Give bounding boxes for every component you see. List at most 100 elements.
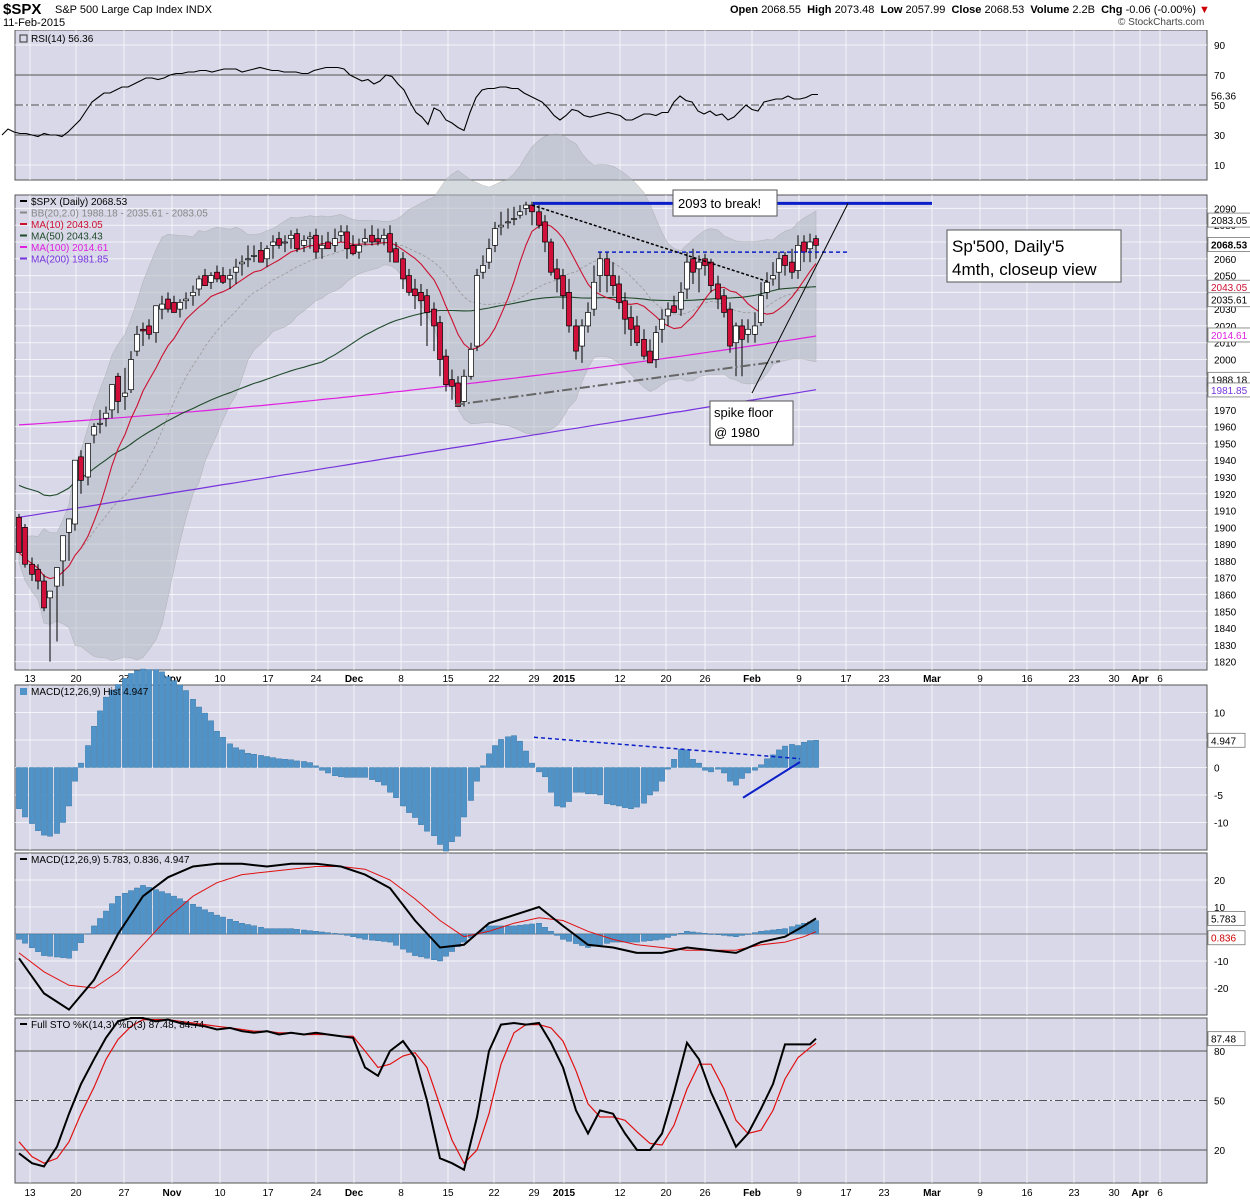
macd-panel-hist-bar (739, 933, 745, 936)
y-tick-label: 10 (1214, 709, 1226, 720)
x-tick-label: 17 (840, 674, 852, 685)
macd-panel-hist-bar (634, 933, 640, 943)
macd-panel-hist-bar (301, 929, 307, 935)
candle-body (202, 275, 208, 286)
macd-hist-bar (153, 669, 159, 768)
candle-body (381, 234, 387, 239)
macd-panel-hist-bar (208, 912, 214, 935)
macd-hist-bar (647, 767, 653, 796)
macd-panel-hist-bar (727, 933, 733, 937)
macd-panel-hist-bar (745, 933, 751, 935)
macd-hist-bar (745, 767, 751, 774)
x-tick-label: 24 (310, 674, 322, 685)
y-tick-label: -10 (1214, 957, 1229, 968)
macd-panel-hist-bar (344, 933, 350, 936)
candle-body (684, 261, 690, 290)
price-right-label: 2035.61 (1211, 296, 1248, 307)
candle-body (313, 234, 319, 253)
macd-hist-bar (22, 767, 28, 818)
x-tick-label: 6 (1157, 674, 1163, 685)
macd-hist-bar (758, 764, 764, 768)
candle-body (356, 245, 362, 253)
macd-hist-bar (733, 767, 739, 786)
x-tick-label: 17 (262, 674, 274, 685)
break-level-text: 2093 to break! (678, 196, 761, 211)
macd-hist-bar (406, 767, 412, 813)
candle-body (183, 298, 189, 302)
candle-body (47, 590, 53, 599)
macd-panel-hist-bar (29, 933, 35, 949)
macd-hist-bar (566, 767, 572, 802)
candle-body (54, 567, 60, 587)
macd-panel-hist-bar (109, 903, 115, 935)
macd-panel-hist-bar (455, 933, 461, 948)
macd-hist-bar (109, 689, 115, 768)
macd-hist-bar (776, 749, 782, 768)
macd-hist-bar (294, 760, 300, 768)
macd-hist-bar (400, 767, 406, 807)
x-tick-label: 2015 (553, 674, 576, 685)
macd-panel-hist-bar (764, 930, 770, 935)
bollinger-band (18, 133, 817, 661)
macd-hist-bar (288, 759, 294, 768)
x-tick-label: 15 (442, 674, 454, 685)
macd-hist-bar (140, 668, 146, 768)
break-level-box (672, 189, 778, 217)
macd-panel-hist-bar (313, 931, 319, 935)
macd-panel-hist-bar (585, 933, 591, 948)
price-right-label: 2068.53 (1211, 240, 1248, 251)
macd-hist-bar (641, 767, 647, 804)
candle-body (233, 266, 239, 273)
bottom-x-tick-label: 9 (796, 1188, 802, 1199)
price-legend-entry: MA(200) 1981.85 (31, 255, 109, 266)
y-tick-label: 90 (1214, 41, 1226, 52)
macd-panel-hist-bar (548, 931, 554, 935)
macd-hist-bar (78, 762, 84, 768)
macd-panel-hist-bar (369, 933, 375, 941)
macd-hist-bar (616, 767, 622, 807)
macd-hist-bar (591, 767, 597, 795)
macd-hist-bar (498, 739, 504, 768)
macd-hist-bar (208, 720, 214, 768)
candle-body (610, 275, 616, 286)
candle-body (258, 250, 264, 263)
macd-panel-hist-bar (393, 933, 399, 946)
macd-hist-legend-swatch (20, 688, 27, 695)
candle-body (153, 305, 159, 333)
macd-hist-bar (560, 767, 566, 808)
candle-body (505, 221, 511, 224)
candle-body (227, 275, 233, 280)
chart-header: $SPX S&P 500 Large Cap Index INDX 11-Feb… (0, 0, 1250, 30)
macd-hist-bar (795, 745, 801, 768)
macd-panel-hist-bar (616, 933, 622, 943)
candle-body (604, 258, 610, 276)
sto-last-value-box (1207, 1031, 1246, 1047)
y-tick-label: 2000 (1214, 355, 1237, 366)
candle-body (579, 325, 585, 347)
candle-body (659, 318, 665, 330)
candle-body (696, 261, 702, 270)
spike-floor-box (709, 400, 794, 446)
candle-body (375, 238, 381, 243)
macd-panel-hist-bar (350, 933, 356, 937)
candle-body (486, 248, 492, 263)
candle-body (171, 302, 177, 313)
macd-panel-hist-bar (536, 923, 542, 935)
macd-panel-hist-bar (54, 933, 60, 958)
note-line1: Sp'500, Daily'5 (952, 237, 1064, 256)
macd-hist-bar (739, 767, 745, 779)
candle-body (251, 255, 257, 257)
candle-body (498, 224, 504, 228)
macd-panel-hist-bar (776, 929, 782, 935)
candle-body (641, 338, 647, 357)
macd-hist-bar (671, 759, 677, 768)
macd-hist-bar (813, 740, 819, 768)
macd-hist-bar (171, 680, 177, 768)
macd-hist-bar (752, 767, 758, 771)
y-tick-label: 1820 (1214, 658, 1237, 669)
x-tick-label: 10 (214, 674, 226, 685)
macd-hist-bar (628, 767, 634, 809)
